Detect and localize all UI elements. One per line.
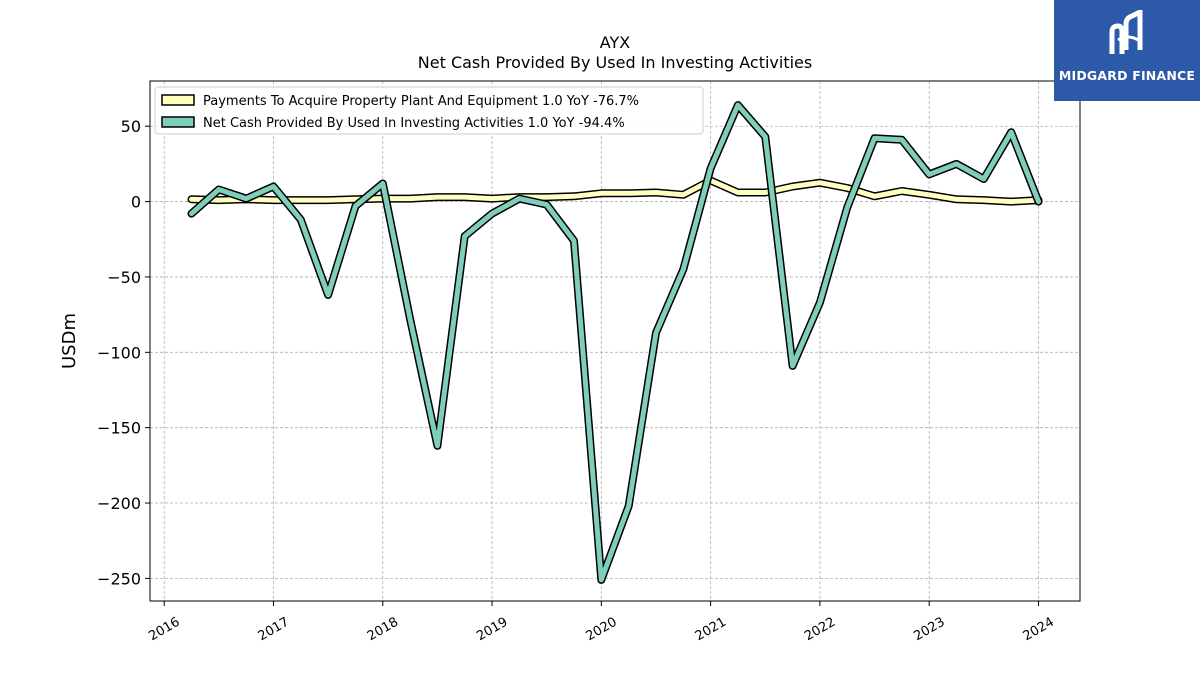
series-lines <box>187 101 1043 584</box>
y-tick-label: 0 <box>131 193 141 212</box>
x-tick-label: 2021 <box>693 615 729 645</box>
y-axis-label: USDm <box>59 313 80 369</box>
x-tick-label: 2017 <box>256 615 292 645</box>
series-line-1 <box>189 178 1041 205</box>
legend-label-1: Payments To Acquire Property Plant And E… <box>203 94 639 109</box>
x-tick-label: 2023 <box>911 615 947 645</box>
y-axis: 50 0 −50 −100 −150 −200 −250 <box>97 117 150 588</box>
series-line-2 <box>189 102 1041 583</box>
x-tick-label: 2020 <box>584 615 620 645</box>
legend-label-2: Net Cash Provided By Used In Investing A… <box>203 116 625 131</box>
y-tick-label: −100 <box>97 343 141 362</box>
x-tick-label: 2016 <box>146 615 182 645</box>
x-tick-label: 2024 <box>1021 615 1057 645</box>
y-tick-label: −150 <box>97 419 141 438</box>
plot-frame <box>149 80 1081 602</box>
chart-title: AYX <box>600 33 630 52</box>
logo-mark-icon <box>1109 10 1143 54</box>
y-tick-label: −50 <box>107 268 141 287</box>
legend-swatch-2 <box>161 116 195 128</box>
midgard-finance-logo: MIDGARD FINANCE <box>1054 0 1200 101</box>
x-tick-label: 2019 <box>474 615 510 645</box>
logo-text: MIDGARD FINANCE <box>1058 68 1196 83</box>
legend-box <box>154 86 704 135</box>
x-tick-label: 2018 <box>365 615 401 645</box>
series-outline-2 <box>187 101 1043 584</box>
y-tick-label: 50 <box>121 117 141 136</box>
legend-swatch-1 <box>161 94 195 106</box>
y-tick-label: −250 <box>97 569 141 588</box>
chart-subtitle: Net Cash Provided By Used In Investing A… <box>418 53 812 72</box>
legend: Payments To Acquire Property Plant And E… <box>154 86 704 135</box>
y-tick-label: −200 <box>97 494 141 513</box>
x-tick-label: 2022 <box>802 615 838 645</box>
grid <box>150 81 1080 601</box>
x-axis: 2016 2017 2018 2019 2020 2021 2022 2023 2024 <box>146 601 1057 645</box>
